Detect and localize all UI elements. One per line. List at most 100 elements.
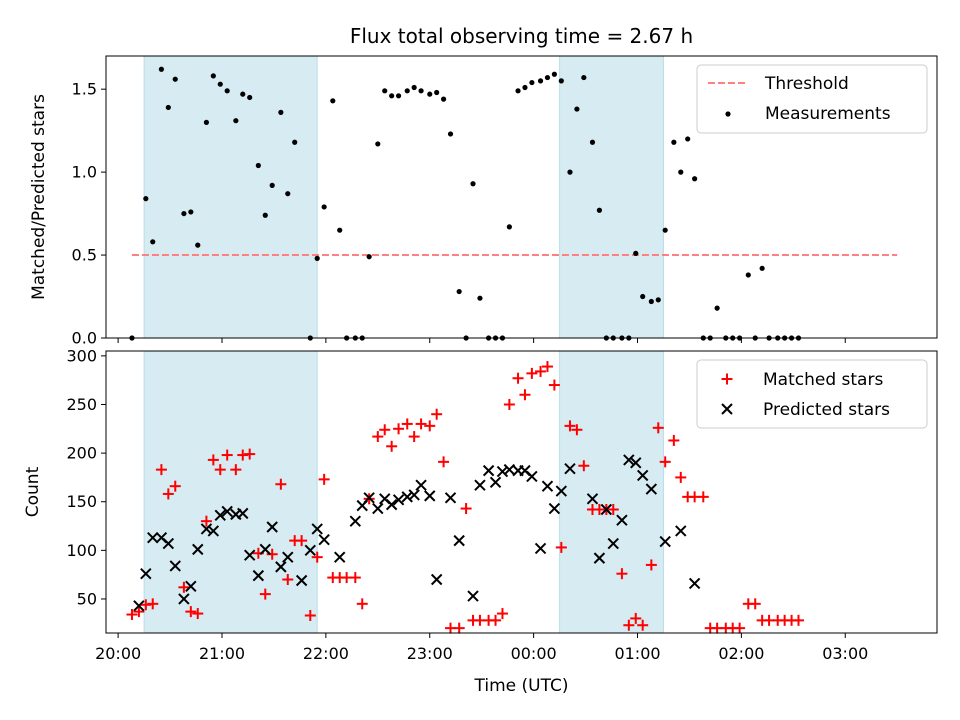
bottom-shaded-intervals: [143, 350, 664, 634]
predicted-star-marker: [453, 534, 465, 547]
matched-star-marker: [490, 614, 502, 626]
measurement-point: [678, 169, 684, 175]
measurement-point: [210, 73, 216, 79]
measurement-point: [551, 71, 557, 77]
matched-star-marker: [659, 456, 671, 468]
y-tick-label: 300: [66, 346, 97, 365]
measurement-point: [456, 288, 462, 295]
measurement-point: [529, 79, 535, 86]
y-tick-label: 1.0: [72, 163, 97, 182]
measurement-point: [181, 210, 187, 217]
x-tick-label: 21:00: [199, 644, 245, 663]
predicted-star-marker: [385, 498, 398, 511]
measurement-point: [427, 91, 433, 97]
predicted-star-marker: [489, 476, 502, 488]
measurement-point: [195, 242, 201, 248]
y-tick-label: 150: [66, 492, 97, 511]
measurement-point: [714, 305, 720, 311]
legend-predicted-label: Predicted stars: [763, 400, 890, 420]
measurement-point: [648, 298, 654, 305]
top-panel: 0.0 0.5 1.0 1.5 Matched/Predicted stars Thr…: [29, 55, 938, 348]
measurement-point: [574, 106, 580, 112]
measurement-point: [255, 162, 261, 169]
measurement-point: [596, 207, 603, 213]
matched-star-marker: [431, 408, 443, 420]
measurement-point: [685, 136, 691, 142]
matched-star-marker: [652, 422, 664, 434]
y-tick-label: 200: [66, 444, 97, 463]
matched-star-marker: [519, 389, 531, 401]
measurement-point: [224, 88, 230, 94]
measurement-point: [470, 181, 476, 187]
measurement-point: [440, 96, 447, 102]
shaded-interval: [143, 350, 318, 634]
matched-star-marker: [408, 431, 420, 443]
matched-star-marker: [349, 572, 361, 584]
matched-star-marker: [221, 449, 233, 461]
predicted-star-marker: [266, 521, 278, 533]
matched-star-marker: [637, 619, 649, 631]
bottom-y-axis: 50 100 150 200 250 300: [66, 346, 106, 608]
predicted-star-marker: [147, 531, 159, 544]
measurement-point: [366, 254, 372, 260]
top-plot-frame: [105, 55, 938, 339]
x-tick-label: 02:00: [718, 644, 764, 663]
measurement-point: [447, 131, 454, 137]
top-x-ticks: [117, 338, 846, 343]
predicted-star-marker: [349, 515, 362, 527]
matched-star-marker: [318, 473, 330, 485]
measurement-point: [285, 191, 291, 197]
matched-star-marker: [721, 373, 733, 385]
predicted-star-marker: [659, 535, 671, 548]
predicted-star-marker: [467, 590, 479, 602]
measurement-point: [337, 227, 343, 233]
matched-star-marker: [616, 568, 628, 580]
shaded-interval: [559, 350, 664, 634]
predicted-star-marker: [304, 544, 316, 557]
x-tick-label: 20:00: [95, 644, 141, 663]
measurement-point: [692, 176, 698, 182]
measurement-point: [745, 272, 751, 278]
matched-star-marker: [207, 454, 219, 466]
matched-star-marker: [200, 515, 212, 527]
shaded-interval: [143, 55, 318, 339]
bottom-plot-frame: [105, 350, 938, 634]
x-tick-label: 00:00: [511, 644, 557, 663]
measurement-point: [321, 204, 327, 210]
measurement-point: [240, 91, 246, 97]
measurement-point: [395, 93, 402, 99]
matched-star-marker: [372, 431, 384, 443]
measurement-point: [589, 139, 596, 145]
matched-star-marker: [244, 448, 256, 460]
top-shaded-intervals: [143, 55, 664, 339]
predicted-star-marker: [200, 523, 213, 535]
matched-star-marker: [503, 398, 515, 410]
predicted-star-marker: [430, 573, 443, 586]
matched-star-marker: [526, 367, 538, 379]
matched-star-marker: [311, 551, 323, 563]
predicted-star-marker: [162, 537, 175, 550]
predicted-star-marker: [140, 567, 152, 580]
measurement-point: [662, 227, 668, 233]
predicted-star-marker: [192, 543, 204, 556]
matched-star-marker: [424, 420, 436, 432]
legend-measurements-label: Measurements: [765, 104, 891, 124]
legend-matched-label: Matched stars: [763, 370, 883, 390]
matched-star-marker: [133, 606, 145, 618]
matched-star-marker: [169, 480, 181, 492]
matched-star-marker: [162, 488, 174, 500]
matched-star-marker: [793, 614, 804, 626]
measurement-point: [515, 88, 521, 94]
predicted-star-marker: [526, 470, 538, 483]
matched-star-marker: [607, 504, 619, 516]
measurement-point: [418, 88, 424, 94]
measurement-point: [158, 66, 164, 72]
x-axis-label: Time (UTC): [474, 676, 569, 696]
measurement-point: [567, 169, 573, 175]
predicted-star-marker: [282, 551, 294, 563]
predicted-star-marker: [564, 462, 576, 475]
predicted-star-marker: [600, 503, 613, 516]
measurement-point: [188, 209, 194, 215]
predicted-star-marker: [363, 492, 375, 504]
measurement-point: [581, 74, 587, 81]
